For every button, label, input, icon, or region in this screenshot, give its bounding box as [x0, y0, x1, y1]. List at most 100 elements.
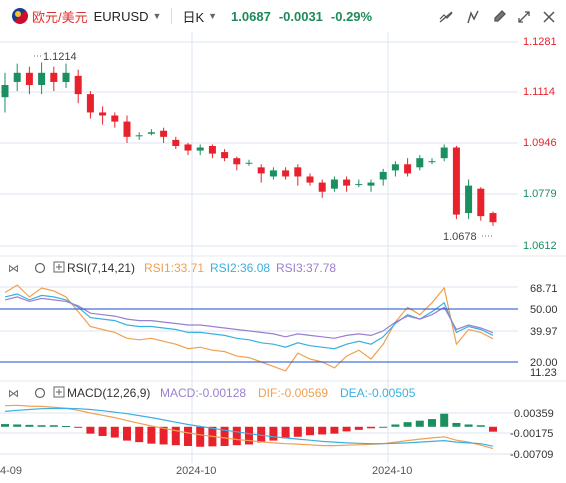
macd-bar	[110, 426, 119, 438]
price-tick: 1.0612	[523, 240, 557, 252]
candle	[452, 145, 460, 220]
dif-value: DIF:-0.00569	[258, 386, 328, 400]
macd-bar	[306, 426, 314, 436]
last-price: 1.0687	[231, 8, 271, 24]
macd-bar	[62, 426, 70, 428]
rsi-tick: 39.97	[530, 326, 558, 338]
candle	[38, 62, 46, 95]
candle	[135, 132, 143, 140]
rsi-line-rsi3	[4, 296, 494, 339]
macd-bar	[452, 422, 461, 427]
candle	[50, 66, 58, 92]
macd-bar	[245, 426, 253, 445]
macd-axis: 0.00359 -0.00175 -0.00709	[510, 408, 554, 461]
time-tick: 2024-10	[176, 465, 216, 477]
macd-bar	[318, 426, 327, 435]
macd-tick: -0.00175	[510, 428, 553, 440]
candle	[111, 112, 119, 128]
symbol-selector[interactable]: 欧元/美元 EURUSD ▼	[0, 7, 161, 26]
rsi-header: ⋈ RSI(7,14,21) RSI1:33.71 RSI2:36.08 RSI…	[8, 261, 336, 275]
macd-bar	[269, 426, 278, 441]
macd-bar	[391, 424, 400, 427]
macd-bar	[98, 426, 107, 436]
macd-bar	[49, 425, 58, 427]
macd-bar	[74, 426, 83, 428]
candle	[86, 91, 94, 119]
macd-bar	[464, 424, 473, 427]
rsi-line-rsi1	[4, 284, 494, 372]
candle	[306, 173, 314, 186]
indicator-tool-icon[interactable]	[464, 8, 482, 26]
macd-tick: -0.00709	[510, 449, 553, 461]
candle	[465, 179, 473, 220]
macd-bar	[428, 419, 436, 427]
add-indicator-icon[interactable]	[53, 386, 65, 398]
candle	[355, 179, 363, 188]
macd-bar	[147, 426, 156, 444]
candle	[221, 149, 229, 162]
macd-bar	[367, 426, 375, 429]
price-axis: 1.1281 1.1114 1.0946 1.0779 1.0612	[523, 36, 557, 252]
time-axis: 4-09 2024-10 2024-10	[0, 465, 412, 477]
close-icon[interactable]	[540, 8, 558, 26]
timeframe-selector[interactable]: 日K ▼	[182, 7, 217, 26]
rsi-title: RSI(7,14,21)	[67, 261, 135, 275]
macd-bar	[1, 424, 9, 427]
rsi-tick: 50.00	[530, 304, 558, 316]
macd-line-dea	[4, 407, 494, 447]
macd-bar	[220, 426, 229, 446]
macd-bar	[232, 426, 241, 446]
draw-line-tool-icon[interactable]	[437, 8, 455, 26]
candle	[391, 161, 399, 177]
brush-tool-icon[interactable]	[490, 8, 508, 26]
macd-bar	[123, 426, 131, 441]
macd-bar	[354, 426, 363, 430]
candle	[160, 127, 168, 143]
macd-bar	[281, 426, 290, 439]
low-annotation: 1.0678	[443, 231, 492, 243]
macd-lines	[4, 404, 494, 450]
macd-bar	[171, 426, 180, 446]
rsi-axis: 68.71 50.00 39.97 20.00 11.23	[530, 283, 558, 379]
macd-tick: 0.00359	[514, 408, 554, 420]
expand-icon[interactable]	[515, 8, 533, 26]
time-tick: 2024-10	[372, 465, 412, 477]
price-change-pct: -0.29%	[330, 8, 373, 24]
candle	[74, 69, 82, 104]
low-label: 1.0678	[443, 231, 477, 243]
candle	[489, 211, 497, 226]
candle	[440, 144, 448, 162]
candle	[123, 115, 131, 143]
symbol-en: EURUSD	[93, 8, 149, 24]
candlestick-series	[1, 62, 497, 226]
price-change: -0.0031	[278, 8, 323, 24]
rsi-tick: 20.00	[530, 357, 558, 369]
candle	[416, 155, 424, 171]
settings-icon[interactable]	[34, 262, 46, 274]
grid-lines	[0, 32, 518, 463]
caret-down-icon: ▼	[208, 11, 218, 21]
eu-us-flag-icon	[12, 8, 28, 24]
rsi-tick: 68.71	[530, 283, 558, 295]
collapse-icon[interactable]: ⋈	[8, 263, 19, 275]
add-indicator-icon[interactable]	[53, 261, 65, 273]
macd-bar	[135, 426, 144, 443]
candle	[147, 129, 155, 136]
timeframe-label: 日K	[182, 9, 205, 25]
candle	[172, 136, 180, 150]
collapse-icon[interactable]: ⋈	[8, 388, 19, 400]
rsi-lines	[4, 284, 494, 372]
candle	[477, 187, 485, 221]
divider	[171, 8, 173, 24]
dea-value: DEA:-0.00505	[340, 386, 416, 400]
candle	[62, 63, 70, 89]
caret-down-icon: ▼	[152, 11, 162, 21]
candle	[99, 106, 107, 125]
settings-icon[interactable]	[34, 387, 46, 399]
macd-bar	[86, 426, 95, 434]
candle	[282, 167, 290, 180]
candle	[196, 144, 204, 156]
candle	[13, 63, 21, 92]
macd-bar	[159, 426, 168, 445]
macd-bar	[37, 425, 46, 427]
